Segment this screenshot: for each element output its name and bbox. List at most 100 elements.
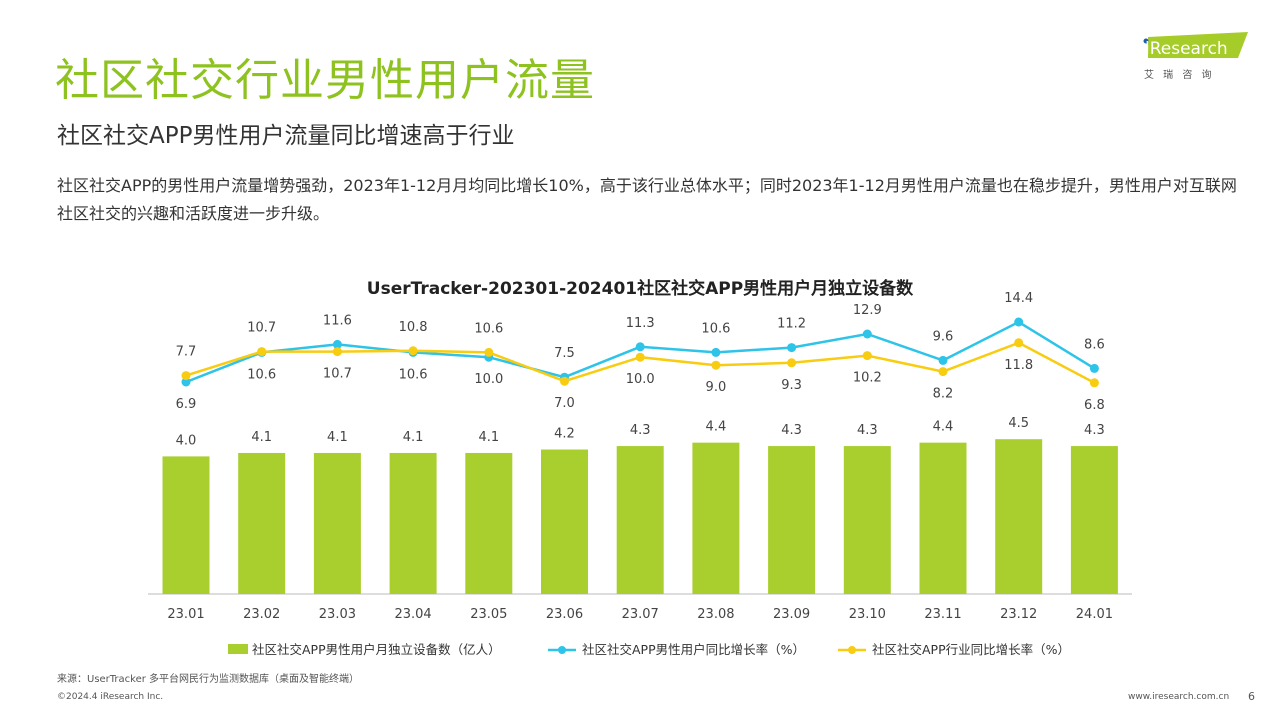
bar	[238, 452, 286, 594]
line-label: 14.4	[1004, 291, 1033, 306]
line-label: 7.5	[554, 346, 575, 361]
line-label: 11.6	[323, 313, 352, 328]
bar	[768, 446, 816, 594]
line-point	[1014, 317, 1024, 327]
line-point	[332, 339, 342, 349]
bar-label: 4.1	[403, 430, 424, 445]
line-point	[408, 346, 418, 356]
line-label: 10.6	[247, 367, 276, 382]
bar-label: 4.3	[1084, 423, 1105, 438]
bar	[541, 449, 588, 594]
bar-label: 4.1	[251, 430, 272, 445]
x-tick-label: 23.05	[470, 607, 507, 622]
line-point	[862, 351, 872, 361]
line-label: 9.6	[933, 329, 954, 344]
line-label: 10.6	[701, 321, 730, 336]
line-label: 10.0	[626, 372, 655, 387]
line-point	[635, 352, 645, 362]
line-label: 10.6	[399, 367, 428, 382]
line-label: 7.0	[554, 396, 575, 411]
svg-text:iResearch: iResearch	[1145, 39, 1228, 59]
bar	[995, 439, 1043, 594]
line-point	[787, 358, 797, 368]
line-label: 9.3	[781, 378, 802, 393]
line-label: 8.2	[933, 387, 954, 402]
line-label: 7.7	[176, 345, 197, 360]
source-note: 来源：UserTracker 多平台网民行为监测数据库（桌面及智能终端）	[57, 674, 360, 685]
x-tick-label: 23.03	[319, 607, 356, 622]
x-tick-label: 23.02	[243, 607, 280, 622]
line-point	[938, 367, 948, 377]
line-point	[787, 343, 797, 353]
bar	[616, 446, 664, 594]
x-tick-label: 23.12	[1000, 607, 1037, 622]
page-number: 6	[1248, 690, 1255, 703]
line-point	[484, 347, 494, 357]
x-tick-label: 23.09	[773, 607, 810, 622]
line-point	[711, 347, 721, 357]
x-tick-label: 23.10	[849, 607, 886, 622]
x-tick-label: 23.04	[394, 607, 431, 622]
bar	[389, 452, 437, 594]
line-label: 11.2	[777, 317, 806, 332]
bar-label: 4.5	[1008, 416, 1029, 431]
x-tick-label: 23.11	[924, 607, 961, 622]
line-label: 10.0	[474, 372, 503, 387]
legend-label: 社区社交APP行业同比增长率（%）	[872, 642, 1070, 657]
bar-label: 4.3	[781, 423, 802, 438]
bar	[843, 446, 891, 594]
page-title: 社区社交行业男性用户流量	[55, 55, 595, 106]
line-point	[560, 376, 569, 386]
line-point	[1014, 338, 1024, 348]
bar-label: 4.4	[933, 420, 954, 435]
line-label: 8.6	[1084, 337, 1105, 352]
bar-label: 4.1	[478, 430, 499, 445]
line-label: 6.8	[1084, 398, 1105, 413]
line-point	[711, 360, 721, 370]
line-label: 11.8	[1004, 358, 1033, 373]
x-tick-label: 23.08	[697, 607, 734, 622]
x-tick-label: 23.06	[546, 607, 583, 622]
description: 社区社交APP的男性用户流量增势强劲，2023年1-12月月均同比增长10%，高…	[57, 176, 1237, 223]
chart: UserTracker-202301-202401社区社交APP男性用户月独立设…	[148, 278, 1132, 657]
legend-bar-swatch	[228, 644, 248, 654]
chart-title: UserTracker-202301-202401社区社交APP男性用户月独立设…	[367, 278, 914, 299]
bar-label: 4.2	[554, 427, 575, 442]
line-point	[257, 347, 267, 357]
line-point	[181, 377, 191, 387]
bar-label: 4.3	[857, 423, 878, 438]
line-label: 10.7	[323, 367, 352, 382]
bar-label: 4.0	[176, 433, 197, 448]
line-label: 12.9	[853, 303, 882, 318]
svg-text:艾 瑞 咨 询: 艾 瑞 咨 询	[1144, 68, 1215, 81]
line-point	[332, 347, 342, 357]
line-label: 9.0	[706, 380, 727, 395]
website: www.iresearch.com.cn	[1128, 692, 1230, 702]
bar-label: 4.3	[630, 423, 651, 438]
bar	[162, 456, 210, 594]
line-point	[1089, 363, 1099, 373]
bar	[465, 452, 513, 594]
legend-marker	[848, 646, 856, 654]
bar	[692, 442, 740, 594]
line-point	[635, 342, 645, 352]
line-point	[1089, 378, 1099, 388]
line-label: 10.2	[853, 371, 882, 386]
legend-label: 社区社交APP男性用户月独立设备数（亿人）	[252, 642, 501, 657]
line-point	[938, 355, 948, 365]
legend-label: 社区社交APP男性用户同比增长率（%）	[582, 642, 805, 657]
line-label: 10.8	[399, 320, 428, 335]
page-subtitle: 社区社交APP男性用户流量同比增速高于行业	[57, 123, 515, 149]
line-point	[181, 371, 191, 381]
bar-label: 4.1	[327, 430, 348, 445]
legend-marker	[558, 646, 566, 654]
iresearch-logo: iResearch 艾 瑞 咨 询	[1143, 32, 1248, 81]
bar	[919, 442, 967, 594]
x-tick-label: 23.01	[167, 607, 204, 622]
copyright: ©2024.4 iResearch Inc.	[57, 692, 164, 702]
line-label: 11.3	[626, 316, 655, 331]
x-tick-label: 23.07	[622, 607, 659, 622]
x-tick-label: 24.01	[1076, 607, 1113, 622]
line-label: 10.7	[247, 321, 276, 336]
line-point	[862, 329, 872, 339]
